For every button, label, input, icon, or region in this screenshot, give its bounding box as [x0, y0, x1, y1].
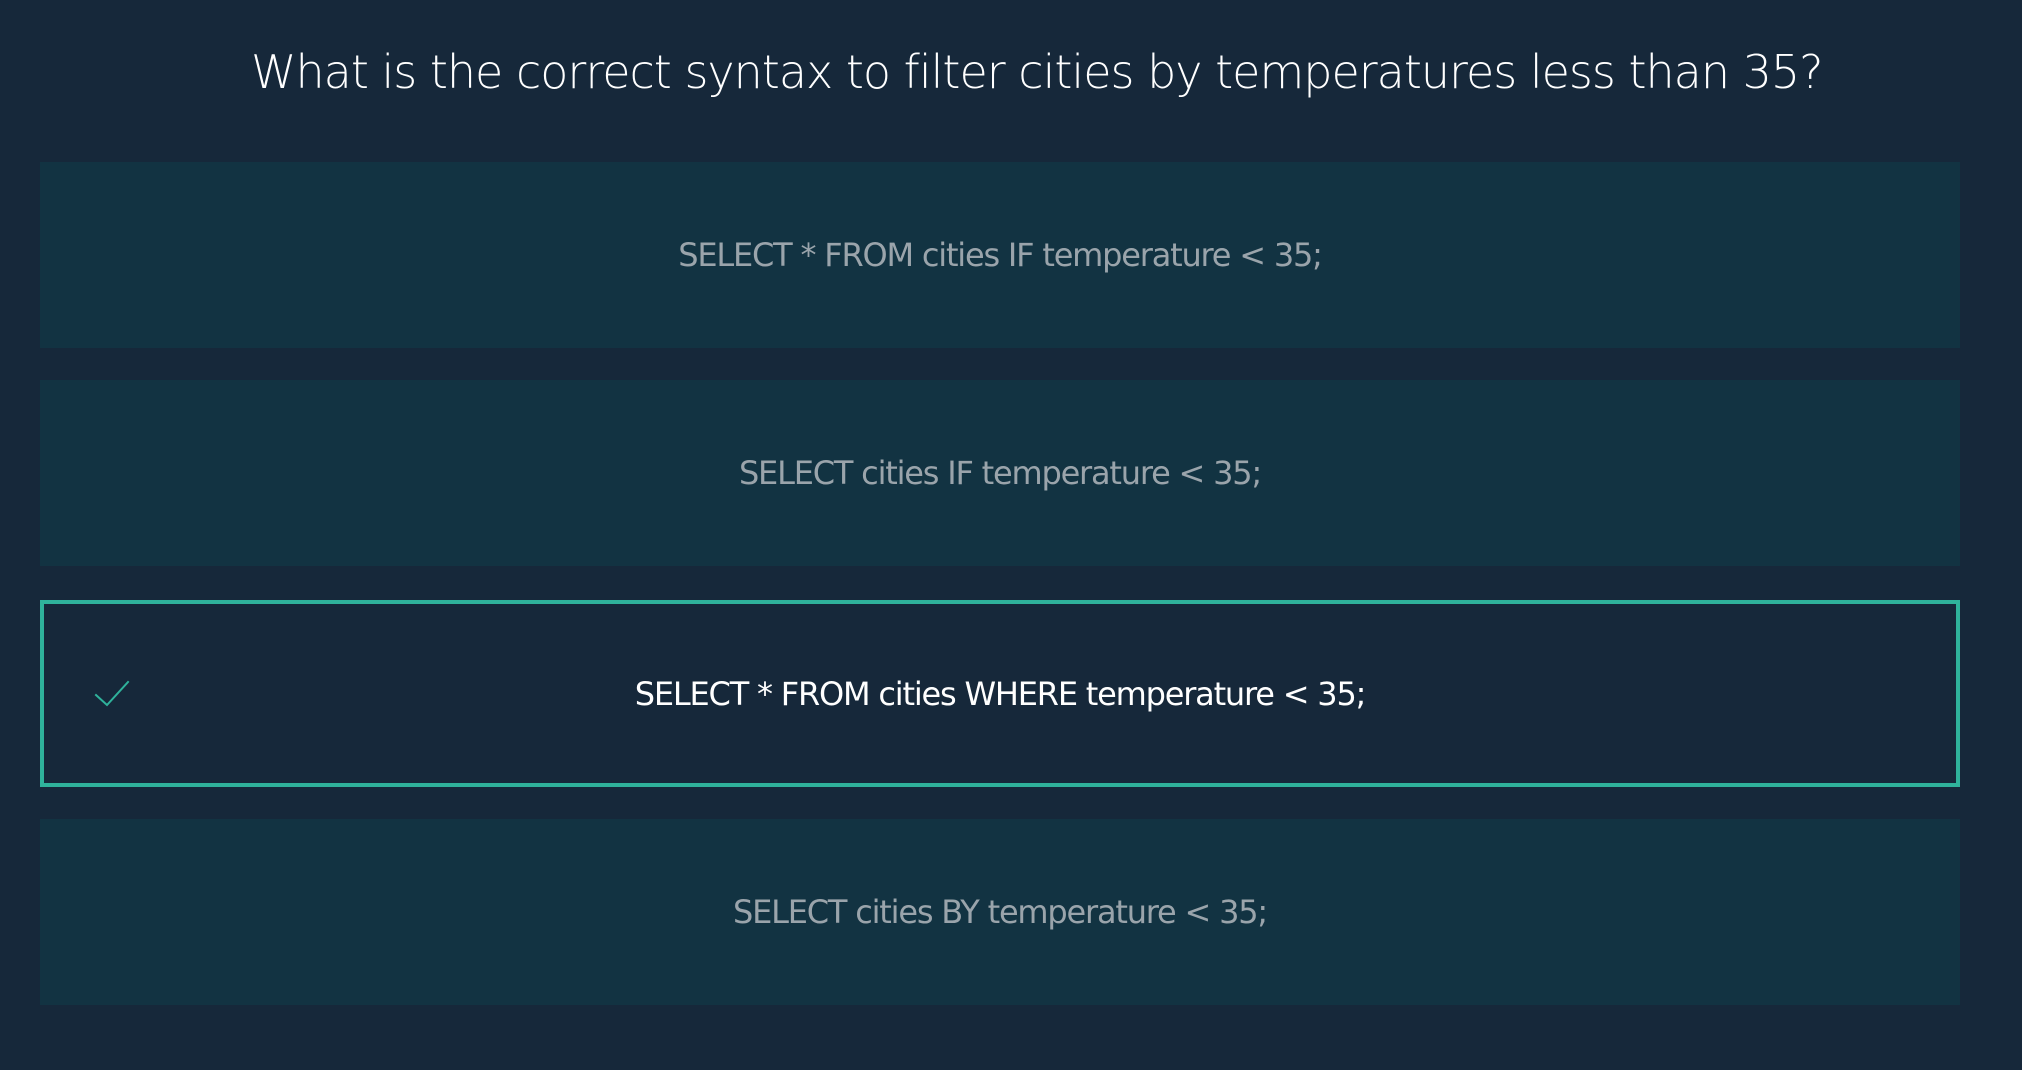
answer-option-label: SELECT cities IF temperature < 35; — [738, 454, 1262, 492]
answer-option-label: SELECT * FROM cities IF temperature < 35… — [678, 236, 1323, 274]
answer-option-4[interactable]: SELECT cities BY temperature < 35; — [40, 819, 1960, 1005]
answer-option-3-selected[interactable]: SELECT * FROM cities WHERE temperature <… — [40, 600, 1960, 787]
answer-option-1[interactable]: SELECT * FROM cities IF temperature < 35… — [40, 162, 1960, 348]
check-icon — [94, 680, 130, 708]
answer-options: SELECT * FROM cities IF temperature < 35… — [40, 162, 1960, 1037]
answer-option-2[interactable]: SELECT cities IF temperature < 35; — [40, 380, 1960, 566]
answer-option-label: SELECT * FROM cities WHERE temperature <… — [634, 674, 1367, 713]
answer-option-label: SELECT cities BY temperature < 35; — [732, 893, 1268, 931]
question-title: What is the correct syntax to filter cit… — [251, 45, 1824, 99]
